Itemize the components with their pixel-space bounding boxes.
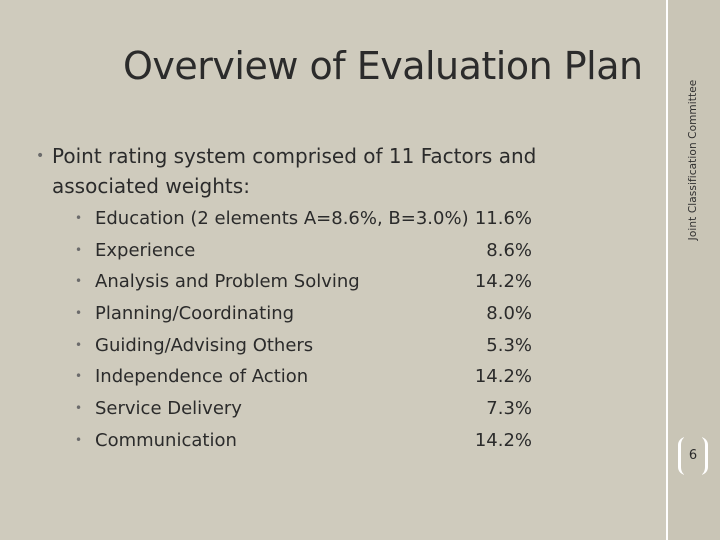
lead-text: Point rating system comprised of 11 Fact… [52, 144, 537, 198]
factor-label: Education (2 elements A=8.6%, B=3.0%) [95, 208, 469, 229]
sidebar-vertical-label: Joint Classification Committee [687, 79, 699, 241]
slide-title: Overview of Evaluation Plan [123, 44, 643, 88]
bullet-icon: • [75, 337, 83, 352]
factor-label: Experience [95, 239, 196, 261]
factor-label: Analysis and Problem Solving [95, 271, 360, 293]
page-number-bracket-mask [684, 437, 702, 475]
factor-item: • Planning/Coordinating 8.0% [75, 298, 545, 330]
bullet-icon: • [75, 211, 83, 225]
factor-item: • Independence of Action 14.2% [75, 361, 545, 393]
factor-weight: 14.2% [474, 271, 532, 293]
factor-label: Communication [95, 429, 237, 451]
bullet-icon: • [75, 432, 83, 447]
bullet-icon: • [75, 306, 83, 321]
factor-item: • Education (2 elements A=8.6%, B=3.0%) … [75, 203, 545, 235]
factor-weight: 8.0% [486, 303, 532, 325]
factor-label: Independence of Action [95, 366, 309, 388]
factor-label: Planning/Coordinating [95, 303, 295, 325]
bullet-icon: • [75, 242, 83, 257]
factor-weight: 7.3% [486, 398, 532, 420]
page-number: 6 [688, 448, 698, 463]
factor-item: • Experience 8.6% [75, 235, 545, 267]
factor-item: • Analysis and Problem Solving 14.2% [75, 266, 545, 298]
bullet-icon: • [75, 401, 83, 416]
sidebar-divider [666, 0, 668, 540]
factor-list: • Education (2 elements A=8.6%, B=3.0%) … [75, 203, 545, 457]
lead-bullet-item: • Point rating system comprised of 11 Fa… [36, 141, 612, 201]
bullet-icon: • [75, 274, 83, 289]
factor-item: • Communication 14.2% [75, 425, 545, 457]
factor-weight: 11.6% [474, 208, 532, 229]
bullet-icon: • [75, 369, 83, 384]
factor-item: • Service Delivery 7.3% [75, 393, 545, 425]
page-number-bracket [678, 437, 708, 475]
factor-weight: 5.3% [486, 334, 532, 356]
slide-content-area [0, 0, 666, 540]
factor-weight: 8.6% [486, 239, 532, 261]
factor-item: • Guiding/Advising Others 5.3% [75, 330, 545, 362]
factor-weight: 14.2% [474, 366, 532, 388]
bullet-icon: • [36, 148, 45, 164]
factor-weight: 14.2% [474, 429, 532, 451]
factor-label: Service Delivery [95, 398, 242, 420]
factor-label: Guiding/Advising Others [95, 334, 314, 356]
